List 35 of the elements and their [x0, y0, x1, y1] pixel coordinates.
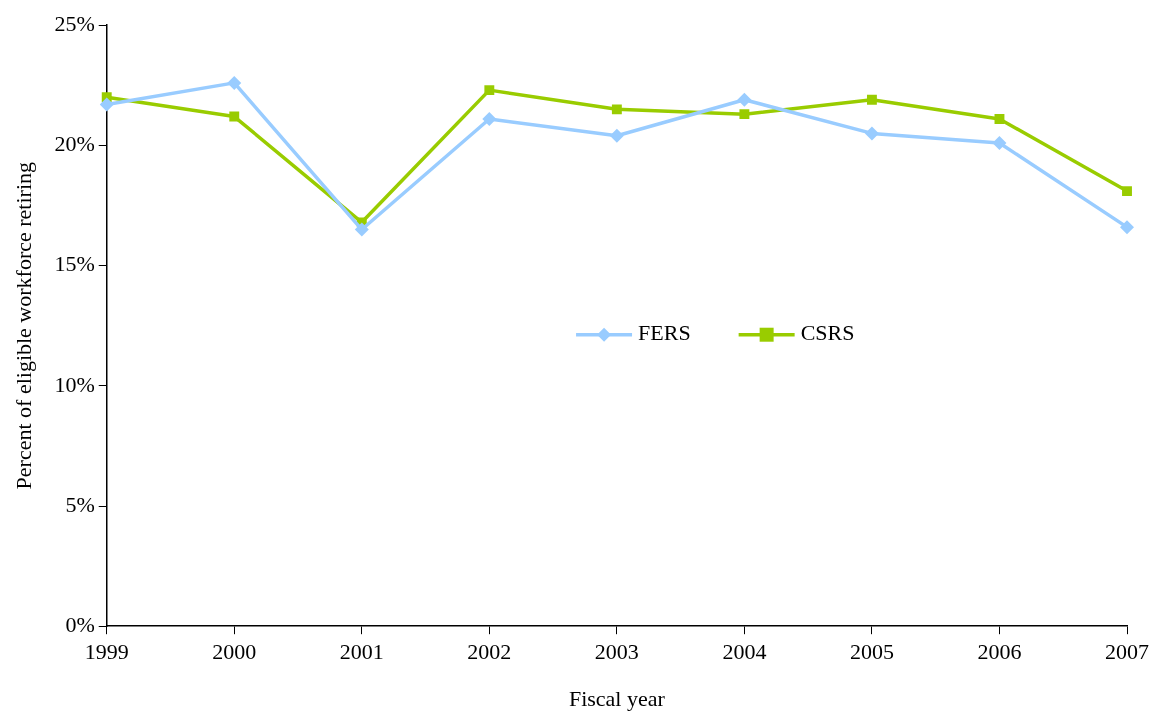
x-tick-label: 2005	[849, 639, 894, 665]
y-tick-label: 15%	[54, 251, 95, 277]
x-tick-label: 2006	[977, 639, 1022, 665]
point	[99, 97, 114, 112]
legend-label: FERS	[638, 320, 691, 346]
point	[739, 109, 750, 120]
x-tick-label: 2007	[1105, 639, 1149, 665]
point	[484, 85, 495, 96]
point	[482, 111, 497, 126]
point	[737, 92, 752, 107]
point	[1120, 220, 1134, 235]
point	[611, 104, 622, 115]
point	[866, 94, 877, 105]
x-axis-title: Fiscal year	[568, 685, 666, 711]
point	[229, 111, 240, 122]
point	[609, 128, 624, 143]
y-tick-label: 20%	[54, 131, 95, 157]
y-axis-title: Percent of eligible workforce retiring	[10, 161, 36, 490]
point	[864, 126, 879, 141]
legend-label: CSRS	[800, 320, 855, 346]
x-tick-label: 2004	[722, 639, 767, 665]
point	[354, 222, 369, 237]
y-tick-label: 5%	[65, 491, 95, 517]
point	[227, 75, 242, 90]
y-tick-label: 10%	[54, 371, 95, 397]
y-tick-label: 0%	[65, 611, 95, 637]
point	[1122, 186, 1132, 197]
point	[994, 114, 1005, 124]
x-tick-label: 2003	[594, 639, 639, 665]
x-tick-label: 1999	[84, 639, 129, 665]
x-tick-label: 2000	[212, 639, 257, 665]
x-tick-label: 2001	[339, 639, 384, 665]
point	[992, 136, 1007, 150]
y-tick-label: 25%	[54, 10, 95, 36]
x-tick-label: 2002	[467, 639, 512, 665]
